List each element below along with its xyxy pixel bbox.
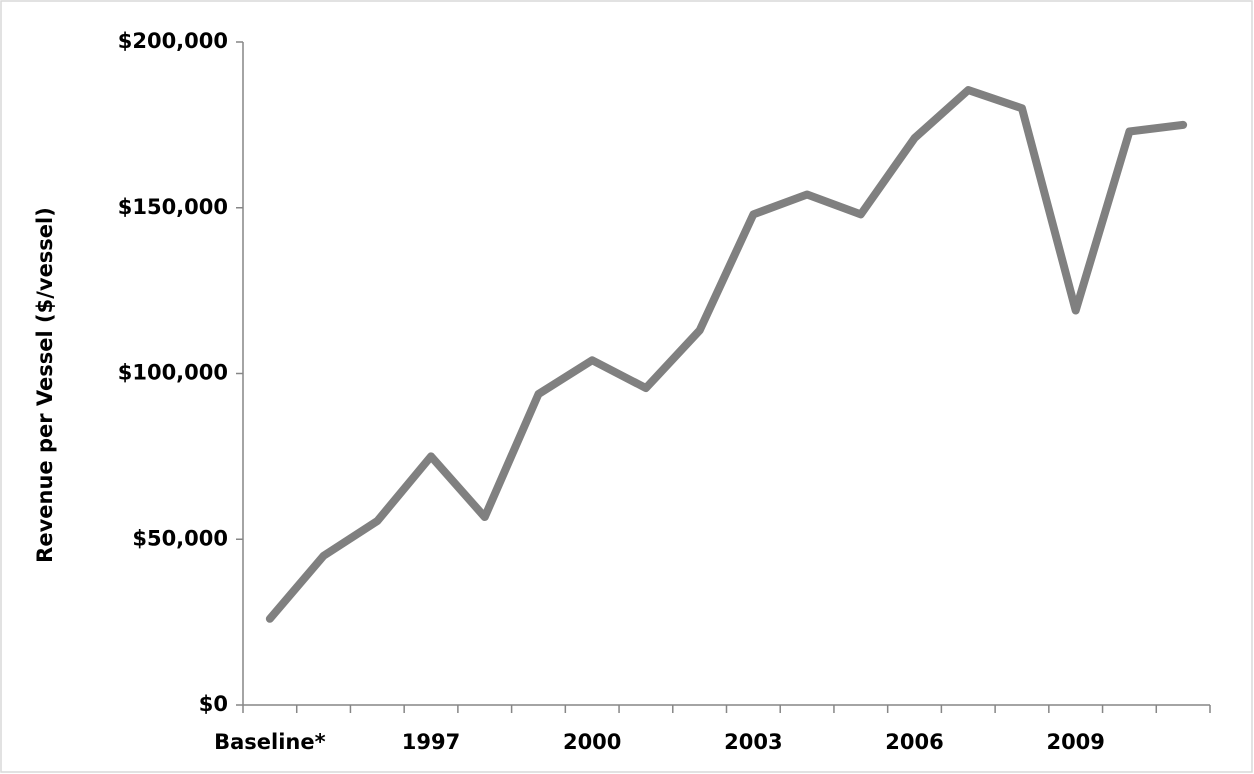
y-axis-label: Revenue per Vessel ($/vessel) (33, 207, 57, 563)
y-tick-label: $0 (199, 692, 228, 716)
y-tick-label: $150,000 (118, 195, 228, 219)
x-tick-label: 2003 (724, 730, 782, 754)
y-tick-label: $50,000 (132, 526, 228, 550)
line (265, 86, 1188, 623)
y-tick-label: $100,000 (118, 361, 228, 385)
x-tick-label: 2006 (885, 730, 943, 754)
x-tick-label: 1997 (402, 730, 460, 754)
y-tick-label: $200,000 (118, 29, 228, 53)
x-tick-label: 2009 (1046, 730, 1104, 754)
x-tick-label: 2000 (563, 730, 621, 754)
x-tick-label: Baseline* (214, 730, 326, 754)
